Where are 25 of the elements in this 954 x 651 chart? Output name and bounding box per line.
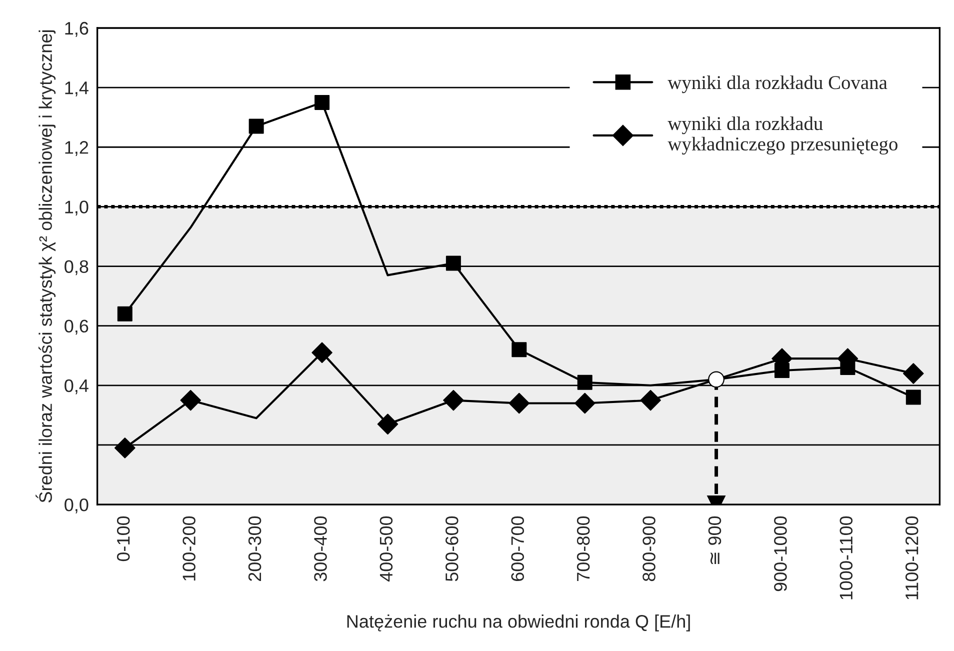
y-tick-label: 1,0 [65, 200, 88, 216]
x-tick-label: 700-800 [576, 516, 590, 581]
x-tick-label: 600-700 [511, 516, 524, 581]
x-tick-label: 0-100 [116, 516, 130, 562]
x-tick-label: 900-1000 [774, 516, 787, 592]
y-tick-label: 1,4 [65, 82, 88, 96]
y-tick-label: 0,6 [64, 320, 88, 335]
x-tick-label: ≅ 900 [708, 516, 722, 564]
x-tick-label: 800-900 [642, 516, 656, 582]
x-tick-label: 100-200 [182, 516, 196, 581]
x-tick-label: 300-400 [314, 516, 327, 582]
y-tick-label: 0,4 [64, 379, 88, 394]
legend-label: wyniki dla rozkładu Covana [668, 75, 888, 94]
y-axis-title: Średni iloraz wartości statystyk χ² obliczeniowej i krytycznej [36, 30, 56, 502]
x-axis-title: Natężenie ruchu na obwiedni ronda Q [E/h] [347, 614, 690, 632]
y-tick-label: 1,2 [65, 141, 88, 156]
x-tick-label: 1000-1100 [840, 516, 853, 600]
legend-label: wyniki dla rozkładu wykładniczego przesuniętego [668, 116, 898, 155]
x-tick-label: 500-600 [446, 516, 458, 582]
x-tick-label: 1100-1200 [905, 516, 918, 600]
y-tick-label: 0,0 [64, 498, 88, 514]
y-tick-label: 0,8 [64, 260, 88, 276]
y-tick-label: 1,6 [65, 22, 88, 37]
x-tick-label: 200-300 [248, 516, 262, 581]
x-tick-label: 400-500 [380, 516, 393, 582]
